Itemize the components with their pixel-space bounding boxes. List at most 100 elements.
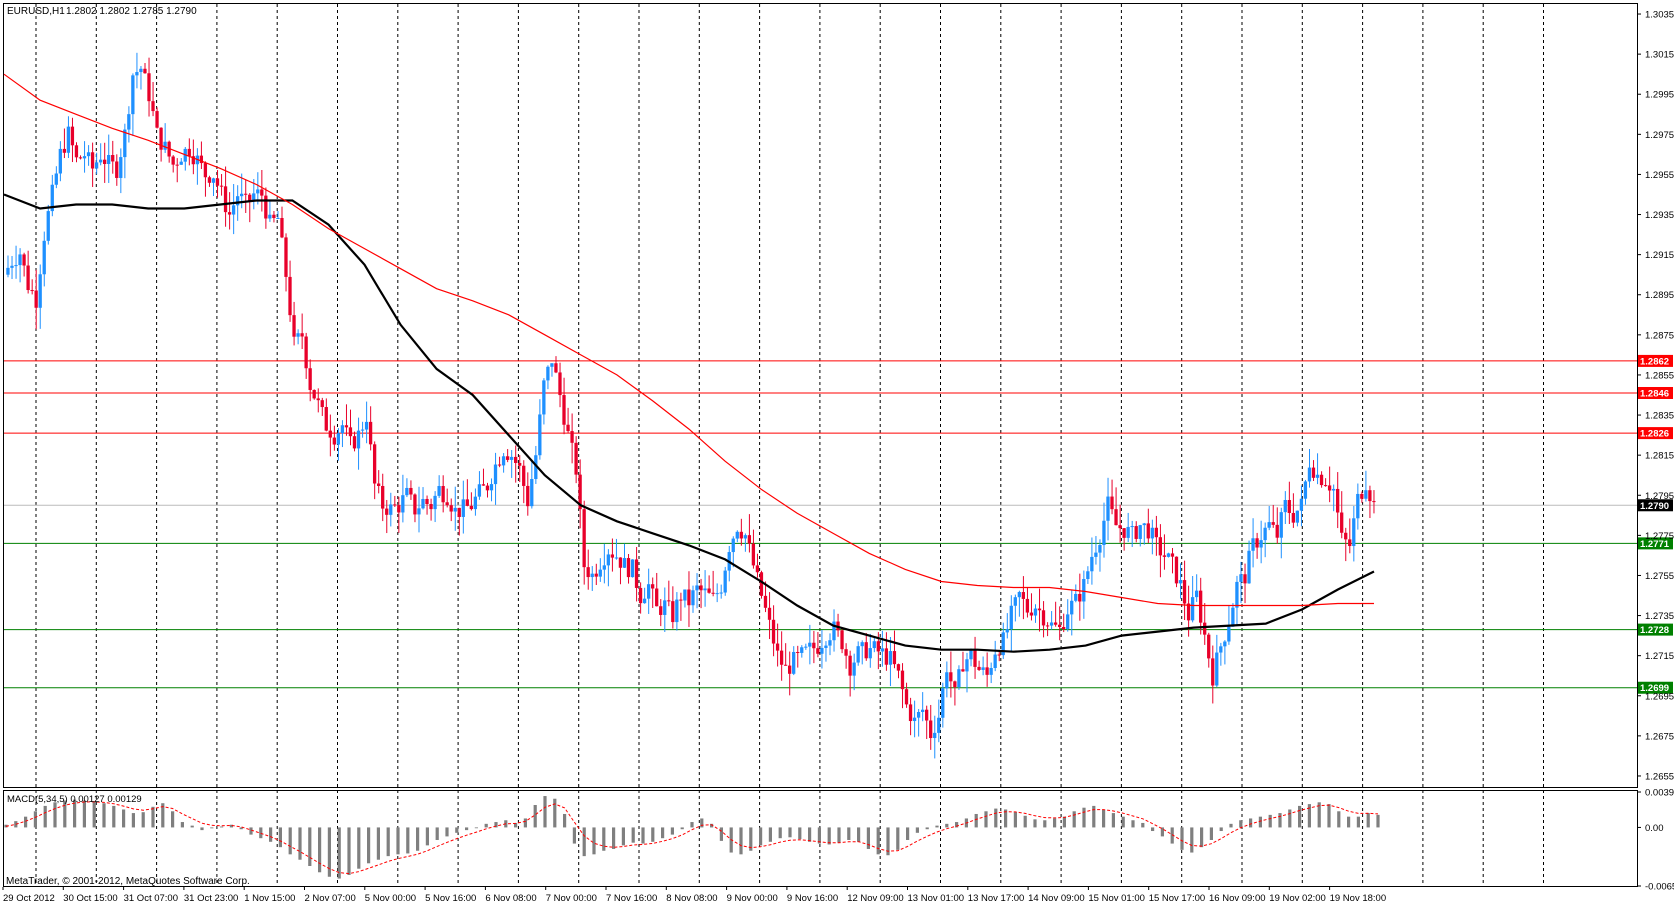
- candle-body: [961, 669, 965, 672]
- macd-bar: [425, 827, 429, 846]
- candle-body: [937, 717, 941, 733]
- macd-bar: [161, 803, 165, 828]
- candle-body: [147, 73, 151, 102]
- candle-body: [485, 485, 490, 491]
- candle-body: [231, 205, 236, 215]
- candle-body: [614, 557, 619, 559]
- macd-bar: [1258, 816, 1262, 828]
- macd-bar: [1111, 813, 1115, 828]
- macd-bar: [278, 827, 282, 848]
- y-tick-label: 1.2815: [1645, 451, 1674, 462]
- macd-bar: [866, 827, 870, 849]
- candle-body: [840, 630, 844, 650]
- candle-body: [1356, 493, 1360, 519]
- macd-bar: [1190, 827, 1194, 853]
- candle-body: [127, 114, 131, 130]
- macd-bar: [984, 811, 988, 828]
- candle-body: [1352, 518, 1356, 547]
- candle-body: [771, 619, 776, 644]
- candle-body: [199, 155, 204, 164]
- macd-bar: [1200, 827, 1204, 848]
- current-price-tag: [1638, 499, 1673, 512]
- x-tick-label: 13 Nov 01:00: [908, 893, 965, 904]
- x-tick-label: 7 Nov 00:00: [546, 893, 597, 904]
- candle-body: [1130, 526, 1134, 528]
- macd-bar: [1307, 804, 1311, 828]
- candle-body: [1009, 605, 1013, 630]
- candle-body: [82, 156, 87, 159]
- candle-body: [211, 178, 216, 183]
- candle-body: [155, 111, 159, 128]
- candle-body: [610, 554, 615, 558]
- current-price-label: 1.2790: [1640, 501, 1669, 512]
- level-tag: [1638, 681, 1673, 694]
- candle-body: [767, 607, 772, 620]
- candle-body: [562, 395, 566, 425]
- macd-bar: [82, 800, 86, 828]
- candle-body: [743, 535, 747, 539]
- candle-body: [1138, 525, 1142, 539]
- candle-body: [880, 648, 884, 652]
- candle-body: [1323, 485, 1328, 487]
- level-tag: [1638, 537, 1673, 550]
- y-tick-label: 1.2695: [1645, 691, 1674, 702]
- ma-black-line: [3, 193, 1375, 653]
- macd-bar: [1121, 816, 1125, 828]
- candle-body: [62, 148, 67, 153]
- candle-body: [131, 75, 135, 115]
- candle-body: [360, 429, 365, 431]
- macd-panel: [3, 790, 1638, 887]
- macd-bar: [925, 827, 929, 830]
- candle-body: [1287, 500, 1291, 513]
- macd-bar: [180, 822, 184, 828]
- level-tag-label: 1.2728: [1640, 625, 1669, 636]
- y-tick-label: 1.2895: [1645, 290, 1674, 301]
- candle-body: [497, 464, 502, 466]
- candle-body: [86, 152, 91, 157]
- candle-body: [501, 456, 506, 466]
- macd-bar: [131, 813, 135, 828]
- candle-body: [1118, 525, 1122, 529]
- macd-bar: [543, 796, 547, 828]
- candle-body: [1259, 540, 1263, 548]
- candle-body: [844, 649, 848, 656]
- candle-body: [1295, 510, 1300, 523]
- macd-bar: [357, 827, 361, 869]
- horizontal-levels[interactable]: 1.2862 1.2846 1.2826 1.2771 1.2728 1.2699 1.27…: [4, 354, 1673, 694]
- candle-body: [1331, 488, 1336, 491]
- candle-body: [50, 184, 54, 212]
- candle-body: [530, 479, 534, 507]
- candle-body: [244, 193, 248, 195]
- candle-body: [542, 380, 546, 415]
- candle-body: [272, 214, 276, 219]
- candle-body: [276, 217, 280, 219]
- candle-body: [626, 558, 631, 578]
- candle-body: [348, 427, 353, 437]
- macd-bar: [102, 803, 106, 828]
- candle-body: [98, 159, 103, 163]
- candle-body: [912, 717, 917, 722]
- candle-body: [457, 507, 461, 517]
- macd-bar: [798, 827, 802, 840]
- candle-body: [977, 666, 981, 670]
- candle-body: [332, 437, 336, 445]
- candle-body: [796, 651, 800, 653]
- macd-bar: [53, 802, 57, 828]
- candle-body: [828, 640, 832, 646]
- macd-bar: [710, 823, 714, 828]
- macd-bar: [1347, 816, 1351, 828]
- candle-body: [1263, 527, 1267, 541]
- candle-body: [852, 662, 856, 676]
- candle-body: [381, 485, 385, 509]
- candle-body: [1315, 474, 1320, 478]
- y-tick-label: 1.3015: [1645, 50, 1674, 61]
- macd-bar: [1268, 814, 1272, 828]
- candle-body: [1178, 580, 1183, 584]
- y-tick-label: 1.2955: [1645, 170, 1674, 181]
- candle-body: [477, 484, 482, 497]
- candle-body: [288, 276, 292, 316]
- macd-bar: [1170, 827, 1174, 844]
- macd-bar: [1249, 818, 1253, 828]
- candle-body: [965, 659, 969, 672]
